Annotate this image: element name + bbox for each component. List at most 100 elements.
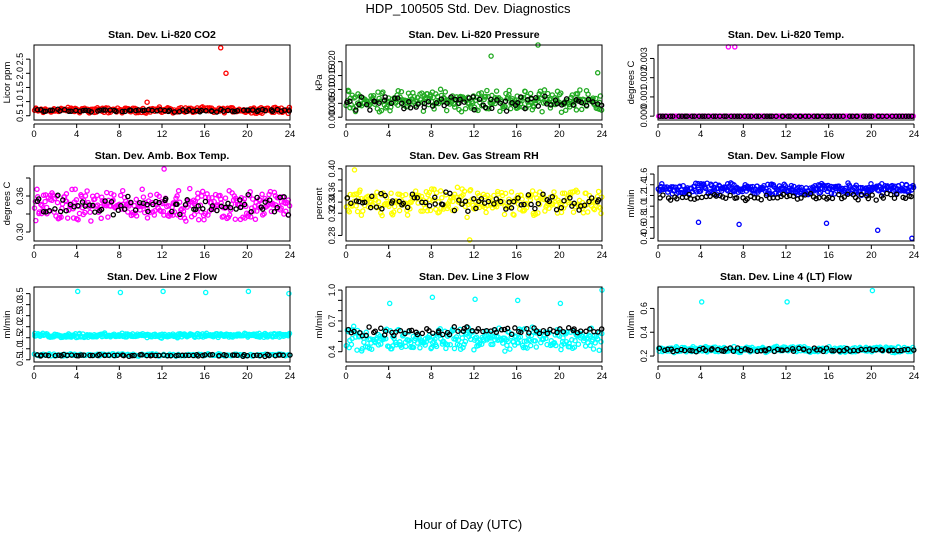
panel-2-xtick-label: 24 [597,129,608,140]
panel-3-point-hourly [830,113,837,119]
panel-1-point-hourly [66,108,72,115]
panel-2-point-hourly [515,100,521,106]
panel-4-point-hourly [184,197,190,203]
panel-8-point-all [592,340,598,346]
panel-3-point-hourly [710,113,717,119]
panel-9-point-hourly [887,347,893,354]
panel-8-point-all [433,343,440,350]
panel-1-point-hourly [97,107,103,113]
panel-2-point-hourly [497,100,503,106]
panel-5-point-all [388,190,394,196]
panel-1-xtick-label: 20 [242,129,253,140]
panel-5-ytick-label: 0.36 [327,182,337,200]
panel-1-point-hourly [113,108,119,115]
panel-1-point-hourly [85,107,92,114]
panel-1-point-hourly [47,107,54,114]
panel-8-point-hourly [587,326,593,332]
panel-4-point-hourly [177,211,183,218]
panel-9-point-outlier [869,287,876,294]
panel-8-plot-box [345,286,603,363]
panel-4-xtick-label: 8 [117,250,122,261]
panel-2-point-all [378,107,385,114]
panel-6-point-hourly [813,195,819,202]
panel-5-point-hourly [518,202,524,208]
panel-2-point-hourly [518,94,524,100]
panel-4-point-hourly [153,198,159,205]
panel-8-point-all [543,335,549,342]
panel-8-point-hourly [382,328,389,335]
panel-4-point-hourly [121,206,128,212]
panel-5-point-all [426,197,433,203]
panel-5-point-hourly [382,192,388,199]
panel-6-point-hourly [807,190,814,197]
panel-8-point-all [368,346,375,352]
panel-5-xtick-label: 24 [597,250,608,261]
panel-9-point-hourly [823,345,830,351]
panel-7-ytick-label: 2.5 [15,309,25,322]
panel-8-point-all [532,338,539,344]
panel-2-point-hourly [433,100,440,106]
panel-3-point-hourly [860,113,867,119]
panel-4-point-all [171,209,178,215]
panel-4-point-all [254,208,260,214]
panel-4-point-hourly [192,206,199,213]
panel-5-point-hourly [528,201,534,208]
panel-2-point-all [578,106,585,113]
panel-1-point-hourly [229,108,236,114]
panel-5-point-hourly [459,201,465,207]
panel-8-point-all [580,338,587,344]
panel-8-point-all [490,341,496,348]
panel-1-point-hourly [80,107,86,114]
panel-9-ytick-label: 0.6 [639,302,649,315]
panel-2-point-hourly [421,104,427,110]
panel-1-ytick-label: 1.0 [15,95,25,108]
panel-9-xtick-label: 16 [823,371,834,382]
panel-4-point-hourly [233,206,239,212]
panel-9-point-outlier [698,299,705,305]
panel-9-point-all [910,344,916,351]
panel-9-point-hourly [727,345,733,351]
panel-2-xtick-label: 16 [511,129,522,140]
panel-7-point-hourly [75,353,82,359]
panel-5-point-hourly [497,198,504,205]
panel-5-point-all [391,203,398,210]
panel-5-point-all [569,200,575,207]
panel-4-point-hourly [110,212,117,218]
panel-2-point-hourly [509,100,515,106]
panel-1-point-hourly [77,108,83,114]
panel-6-ytick-label: 1.0 [639,200,649,213]
panel-8-point-hourly [366,324,372,330]
panel-7-point-hourly [139,352,145,358]
panel-7-point-hourly [89,352,96,359]
panel-7-ytick-label: 2.0 [15,320,25,333]
panel-4-point-hourly [60,197,66,203]
panel-4-xtick-label: 20 [242,250,253,261]
panel-8-point-all [505,338,511,345]
panel-4-point-all [152,207,158,214]
panel-2-ylabel: kPa [314,74,325,91]
panel-7-point-hourly [253,352,260,358]
panel-5-point-all [390,209,397,215]
panel-5-point-hourly [344,195,351,201]
panel-9-title: Stan. Dev. Line 4 (LT) Flow [720,271,853,283]
panel-5-point-hourly [515,195,521,201]
panel-5-point-all [570,209,577,215]
panel-1-ylabel: Licor ppm [2,62,13,104]
panel-7-point-hourly [105,352,112,359]
panel-8-point-all [572,337,578,344]
panel-7-point-hourly [257,352,263,359]
panel-2-point-hourly [502,98,509,105]
panel-7-point-hourly [209,351,216,358]
panel-7-point-hourly [216,353,222,359]
panel-5-point-hourly [348,200,354,206]
panel-5-point-hourly [586,198,592,205]
panel-8-xtick-label: 24 [597,371,608,382]
panel-9-point-hourly [806,348,812,354]
panel-8-point-all [500,340,506,346]
panel-2-point-hourly [482,104,489,111]
panel-2-ytick-label: 0.010 [327,78,337,101]
panel-5-point-all [500,199,506,205]
panel-4-point-all [69,186,75,193]
panel-7-point-hourly [266,352,272,359]
panel-8-points [343,287,605,354]
